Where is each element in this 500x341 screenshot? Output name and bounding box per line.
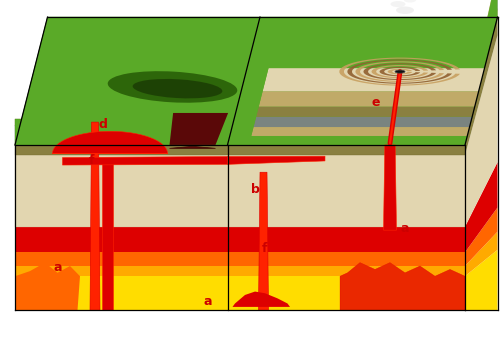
Polygon shape xyxy=(15,17,498,145)
Polygon shape xyxy=(15,227,228,252)
Polygon shape xyxy=(340,263,465,310)
Ellipse shape xyxy=(108,71,238,103)
Polygon shape xyxy=(228,119,465,145)
Polygon shape xyxy=(228,156,325,164)
Text: a: a xyxy=(53,261,62,274)
Polygon shape xyxy=(259,91,478,106)
Text: b: b xyxy=(250,183,260,196)
Polygon shape xyxy=(252,127,470,136)
Polygon shape xyxy=(364,63,436,80)
Polygon shape xyxy=(372,65,428,78)
Polygon shape xyxy=(340,58,460,86)
Polygon shape xyxy=(465,232,498,276)
Polygon shape xyxy=(340,263,465,310)
Polygon shape xyxy=(228,252,465,266)
Text: d: d xyxy=(98,118,107,131)
Polygon shape xyxy=(62,157,228,165)
Ellipse shape xyxy=(396,6,414,14)
Polygon shape xyxy=(228,119,465,126)
Polygon shape xyxy=(348,59,452,84)
Text: a: a xyxy=(203,295,212,308)
Polygon shape xyxy=(15,252,228,266)
Polygon shape xyxy=(384,145,396,230)
Polygon shape xyxy=(356,61,444,82)
Polygon shape xyxy=(262,68,484,91)
Polygon shape xyxy=(465,0,498,145)
Polygon shape xyxy=(15,125,228,140)
Polygon shape xyxy=(249,136,468,145)
Text: c: c xyxy=(196,123,203,136)
Polygon shape xyxy=(15,119,228,145)
Text: f: f xyxy=(89,154,94,167)
Polygon shape xyxy=(228,155,465,227)
Polygon shape xyxy=(465,208,498,266)
Polygon shape xyxy=(465,8,498,155)
Polygon shape xyxy=(228,125,465,140)
Polygon shape xyxy=(465,250,498,310)
Text: e: e xyxy=(372,96,380,109)
Polygon shape xyxy=(15,263,80,310)
Polygon shape xyxy=(256,106,475,117)
Polygon shape xyxy=(170,147,216,148)
Polygon shape xyxy=(228,276,465,310)
Polygon shape xyxy=(102,158,113,310)
Ellipse shape xyxy=(404,0,416,3)
Polygon shape xyxy=(90,122,100,310)
Polygon shape xyxy=(388,69,412,74)
Polygon shape xyxy=(465,35,498,227)
Polygon shape xyxy=(15,155,228,227)
Polygon shape xyxy=(15,119,228,126)
Polygon shape xyxy=(232,292,290,307)
Polygon shape xyxy=(228,140,465,155)
Ellipse shape xyxy=(395,70,405,73)
Text: f: f xyxy=(262,242,268,255)
Polygon shape xyxy=(52,131,168,153)
Polygon shape xyxy=(15,266,228,276)
Polygon shape xyxy=(15,140,228,155)
Ellipse shape xyxy=(390,1,406,7)
Polygon shape xyxy=(380,67,420,76)
Polygon shape xyxy=(170,113,228,145)
Ellipse shape xyxy=(132,79,222,98)
Polygon shape xyxy=(465,162,498,252)
Polygon shape xyxy=(258,172,268,310)
Polygon shape xyxy=(465,0,498,140)
Polygon shape xyxy=(254,117,472,127)
Text: a: a xyxy=(401,222,409,235)
Polygon shape xyxy=(465,0,498,126)
Polygon shape xyxy=(15,276,228,310)
Polygon shape xyxy=(228,227,465,252)
Polygon shape xyxy=(15,17,281,145)
Polygon shape xyxy=(228,266,465,276)
